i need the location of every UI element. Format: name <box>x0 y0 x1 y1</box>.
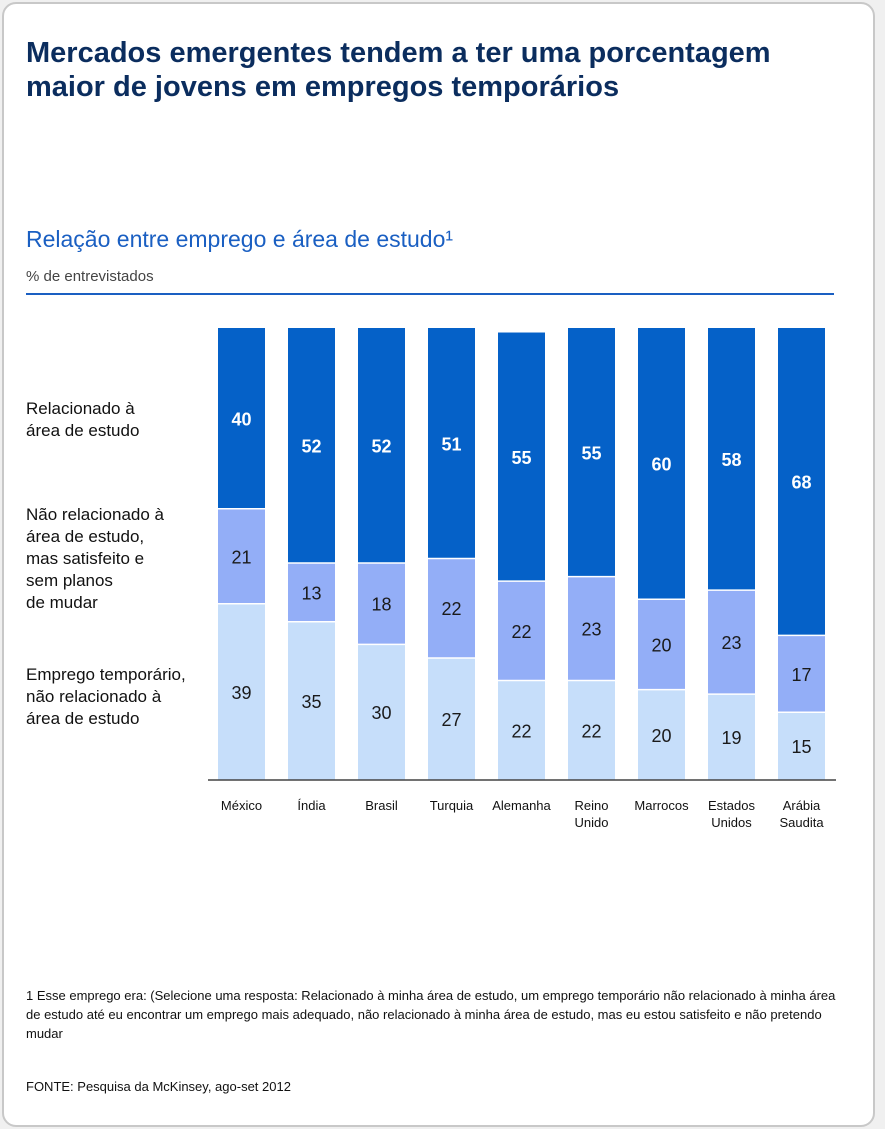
data-label-2-8: 68 <box>791 473 811 493</box>
data-label-1-7: 23 <box>721 633 741 653</box>
category-label-0: México <box>221 798 262 813</box>
data-label-2-0: 40 <box>231 409 251 429</box>
category-label-5: Reino Unido <box>575 798 609 830</box>
bar-segment-2-3 <box>428 328 475 559</box>
bar-segment-1-0 <box>218 508 265 604</box>
category-label-7: Estados Unidos <box>708 798 755 830</box>
chart-title: Mercados emergentes tendem a ter uma por… <box>26 37 771 103</box>
bar-segment-1-5 <box>568 576 615 681</box>
bar-segment-2-5 <box>568 328 615 577</box>
legend-label-not-related-satisfied: Não relacionado à área de estudo, mas sa… <box>26 505 164 612</box>
bar-segment-1-8 <box>778 635 825 713</box>
bar-segment-0-4 <box>498 680 545 780</box>
bar-segment-0-7 <box>708 694 755 780</box>
category-label-8: Arábia Saudita <box>779 798 824 830</box>
data-label-2-6: 60 <box>651 455 671 475</box>
bar-segment-1-3 <box>428 558 475 658</box>
bar-segment-1-6 <box>638 599 685 690</box>
data-label-0-0: 39 <box>231 683 251 703</box>
data-label-2-5: 55 <box>581 443 601 463</box>
bar-segment-1-7 <box>708 590 755 695</box>
bar-segment-0-1 <box>288 621 335 780</box>
data-label-0-1: 35 <box>301 692 321 712</box>
category-label-2: Brasil <box>365 798 398 813</box>
data-label-1-6: 20 <box>651 635 671 655</box>
legend-label-related: Relacionado à área de estudo <box>26 399 140 440</box>
data-label-1-4: 22 <box>511 622 531 642</box>
data-label-2-7: 58 <box>721 450 741 470</box>
header-divider <box>26 293 834 295</box>
bar-segment-0-5 <box>568 680 615 780</box>
bar-segment-1-4 <box>498 581 545 681</box>
bar-segment-1-1 <box>288 563 335 622</box>
category-label-1: Índia <box>297 798 326 813</box>
category-label-3: Turquia <box>430 798 474 813</box>
data-label-1-0: 21 <box>231 547 251 567</box>
unit-label: % de entrevistados <box>26 268 154 285</box>
data-label-0-5: 22 <box>581 721 601 741</box>
data-label-0-4: 22 <box>511 721 531 741</box>
footnote: 1 Esse emprego era: (Selecione uma respo… <box>26 988 836 1041</box>
bar-segment-2-0 <box>218 328 265 509</box>
data-label-2-2: 52 <box>371 437 391 457</box>
bar-segment-0-0 <box>218 603 265 780</box>
data-label-2-3: 51 <box>441 434 461 454</box>
bar-segment-0-3 <box>428 657 475 780</box>
data-label-0-3: 27 <box>441 710 461 730</box>
bar-segment-2-8 <box>778 328 825 636</box>
source-note: FONTE: Pesquisa da McKinsey, ago-set 201… <box>26 1079 291 1094</box>
bar-segment-2-2 <box>358 328 405 564</box>
data-label-0-8: 15 <box>791 737 811 757</box>
data-label-2-1: 52 <box>301 437 321 457</box>
data-label-0-6: 20 <box>651 726 671 746</box>
data-label-2-4: 55 <box>511 448 531 468</box>
bar-segment-2-1 <box>288 328 335 564</box>
data-label-1-1: 13 <box>301 583 321 603</box>
bar-segment-2-4 <box>498 332 545 582</box>
data-label-1-5: 23 <box>581 620 601 640</box>
bar-segment-2-7 <box>708 328 755 591</box>
data-label-1-2: 18 <box>371 595 391 615</box>
data-label-1-3: 22 <box>441 599 461 619</box>
bar-segment-0-8 <box>778 712 825 780</box>
chart-subtitle: Relação entre emprego e área de estudo¹ <box>26 226 454 252</box>
bar-segment-1-2 <box>358 563 405 645</box>
bar-segment-0-2 <box>358 644 405 780</box>
data-label-0-2: 30 <box>371 703 391 723</box>
category-label-4: Alemanha <box>492 798 551 813</box>
data-label-1-8: 17 <box>791 665 811 685</box>
category-label-6: Marrocos <box>634 798 689 813</box>
data-label-0-7: 19 <box>721 728 741 748</box>
legend-label-temporary: Emprego temporário, não relacionado à ár… <box>26 665 186 728</box>
bar-segment-0-6 <box>638 689 685 780</box>
bar-segment-2-6 <box>638 328 685 600</box>
